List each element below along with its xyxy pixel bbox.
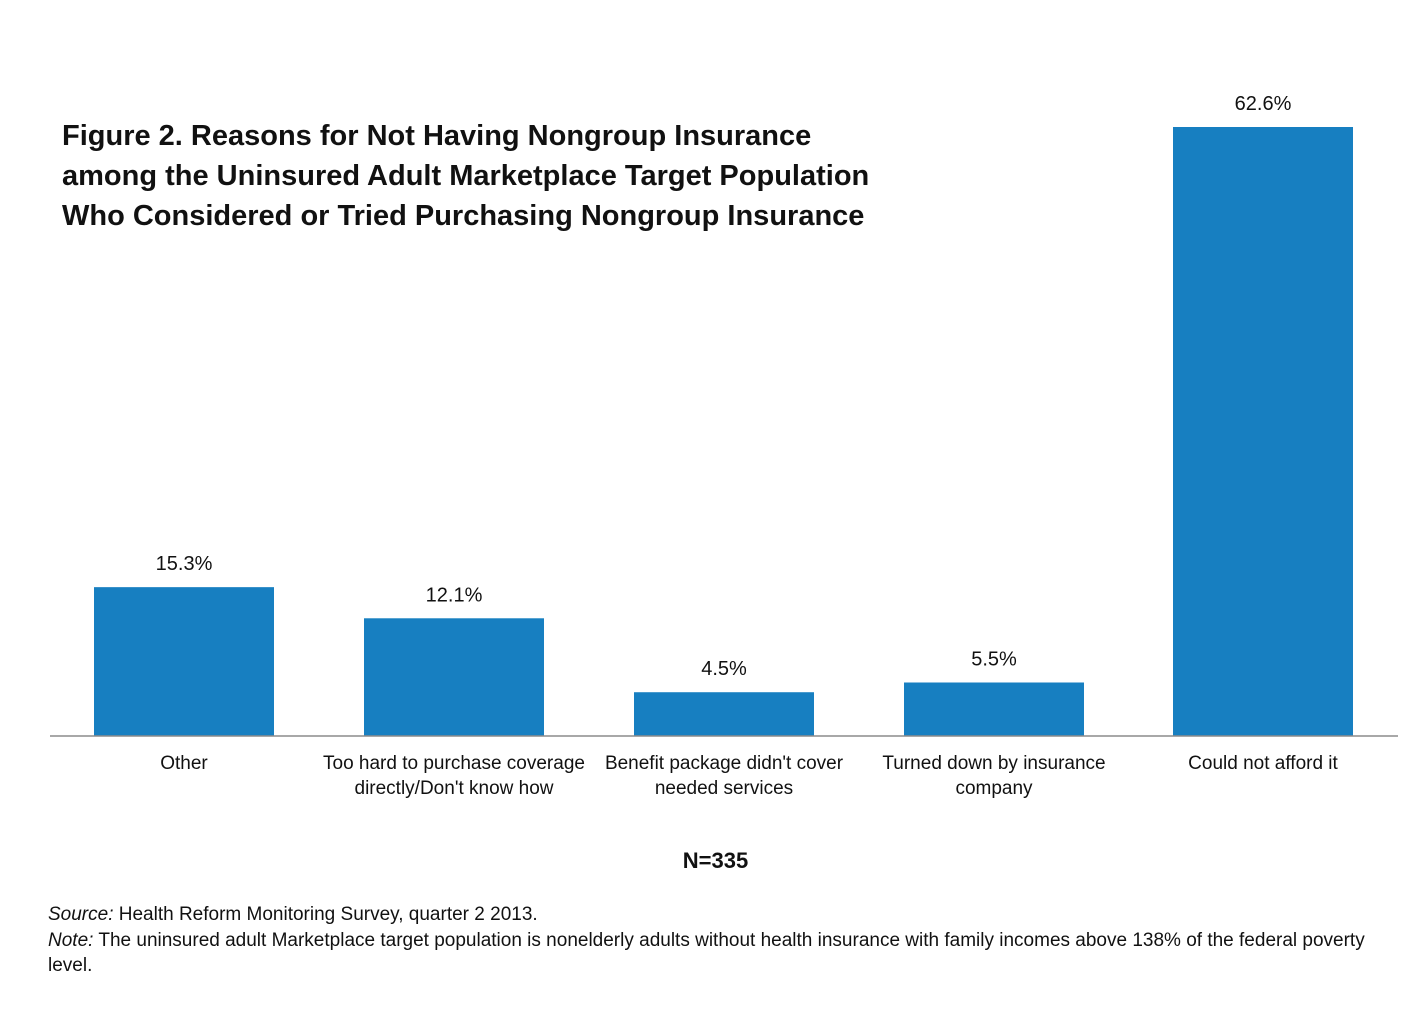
category-label-1: Too hard to purchase coverage directly/D…: [323, 753, 585, 799]
source-label: Source:: [48, 904, 114, 925]
note-label: Note:: [48, 930, 94, 951]
value-labels-group: 15.3% 12.1% 4.5% 5.5% 62.6%: [156, 93, 1292, 680]
bars-group: [94, 127, 1353, 736]
bar-0: [94, 587, 274, 736]
bar-3: [904, 682, 1084, 736]
sample-size-label: N=335: [682, 848, 749, 873]
value-label-3: 5.5%: [971, 648, 1017, 670]
value-label-4: 62.6%: [1235, 93, 1292, 115]
value-label-0: 15.3%: [156, 553, 213, 575]
source-note: Source: Health Reform Monitoring Survey,…: [48, 902, 1368, 927]
value-label-2: 4.5%: [701, 658, 747, 680]
category-label-2: Benefit package didn't cover needed serv…: [604, 753, 844, 799]
bar-1: [364, 618, 544, 736]
source-text: Health Reform Monitoring Survey, quarter…: [113, 904, 538, 925]
population-note: Note: The uninsured adult Marketplace ta…: [48, 928, 1368, 978]
bar-2: [634, 692, 814, 736]
value-label-1: 12.1%: [426, 584, 483, 606]
bar-4: [1173, 127, 1353, 736]
note-text: The uninsured adult Marketplace target p…: [48, 930, 1365, 976]
category-label-4: Could not afford it: [1188, 753, 1338, 774]
category-label-3: Turned down by insurance company: [882, 753, 1106, 799]
category-label-0: Other: [160, 753, 208, 774]
chart-title: Figure 2. Reasons for Not Having Nongrou…: [62, 120, 870, 232]
